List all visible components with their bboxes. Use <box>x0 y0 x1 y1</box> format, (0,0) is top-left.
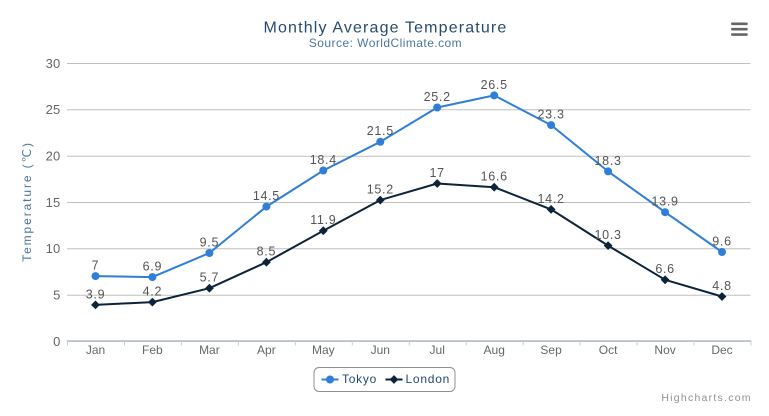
svg-text:Apr: Apr <box>257 343 276 357</box>
svg-text:Highcharts.com: Highcharts.com <box>661 392 751 404</box>
svg-text:5: 5 <box>53 288 60 303</box>
svg-text:Oct: Oct <box>599 343 618 357</box>
svg-text:5.7: 5.7 <box>200 271 219 285</box>
svg-text:3.9: 3.9 <box>86 287 105 301</box>
svg-text:14.5: 14.5 <box>253 189 280 203</box>
svg-text:9.5: 9.5 <box>200 235 219 249</box>
svg-text:Dec: Dec <box>711 343 732 357</box>
svg-text:21.5: 21.5 <box>367 124 394 138</box>
svg-text:23.3: 23.3 <box>538 108 565 122</box>
svg-text:20: 20 <box>46 149 61 164</box>
svg-text:10: 10 <box>46 241 61 256</box>
svg-text:26.5: 26.5 <box>481 78 508 92</box>
svg-text:4.2: 4.2 <box>143 285 162 299</box>
svg-text:10.3: 10.3 <box>595 228 622 242</box>
svg-text:Jul: Jul <box>430 343 445 357</box>
svg-text:30: 30 <box>46 56 61 71</box>
svg-text:Source: WorldClimate.com: Source: WorldClimate.com <box>309 36 462 50</box>
svg-text:4.8: 4.8 <box>712 279 731 293</box>
svg-text:15.2: 15.2 <box>367 183 394 197</box>
svg-text:8.5: 8.5 <box>257 245 276 259</box>
svg-text:18.3: 18.3 <box>595 154 622 168</box>
svg-text:9.6: 9.6 <box>712 234 731 248</box>
svg-text:Tokyo: Tokyo <box>342 372 377 386</box>
svg-text:0: 0 <box>53 334 60 349</box>
svg-text:13.9: 13.9 <box>652 195 679 209</box>
svg-text:London: London <box>406 372 451 386</box>
svg-text:Jan: Jan <box>86 343 105 357</box>
svg-text:Feb: Feb <box>142 343 163 357</box>
svg-text:Mar: Mar <box>199 343 220 357</box>
svg-text:15: 15 <box>46 195 61 210</box>
svg-text:11.9: 11.9 <box>310 213 336 227</box>
svg-text:7: 7 <box>92 259 100 273</box>
svg-text:25.2: 25.2 <box>424 90 451 104</box>
svg-text:6.9: 6.9 <box>143 260 162 274</box>
svg-text:6.6: 6.6 <box>655 262 674 276</box>
svg-text:Aug: Aug <box>484 343 505 357</box>
svg-text:18.4: 18.4 <box>310 153 337 167</box>
svg-text:Temperature (℃): Temperature (℃) <box>20 141 34 262</box>
svg-text:Monthly Average Temperature: Monthly Average Temperature <box>264 20 508 37</box>
svg-text:16.6: 16.6 <box>481 170 508 184</box>
svg-text:Sep: Sep <box>540 343 562 357</box>
svg-text:Jun: Jun <box>371 343 390 357</box>
svg-text:Nov: Nov <box>654 343 675 357</box>
svg-text:25: 25 <box>46 102 61 117</box>
svg-text:May: May <box>312 343 335 357</box>
svg-text:17: 17 <box>430 166 445 180</box>
svg-text:14.2: 14.2 <box>538 192 565 206</box>
